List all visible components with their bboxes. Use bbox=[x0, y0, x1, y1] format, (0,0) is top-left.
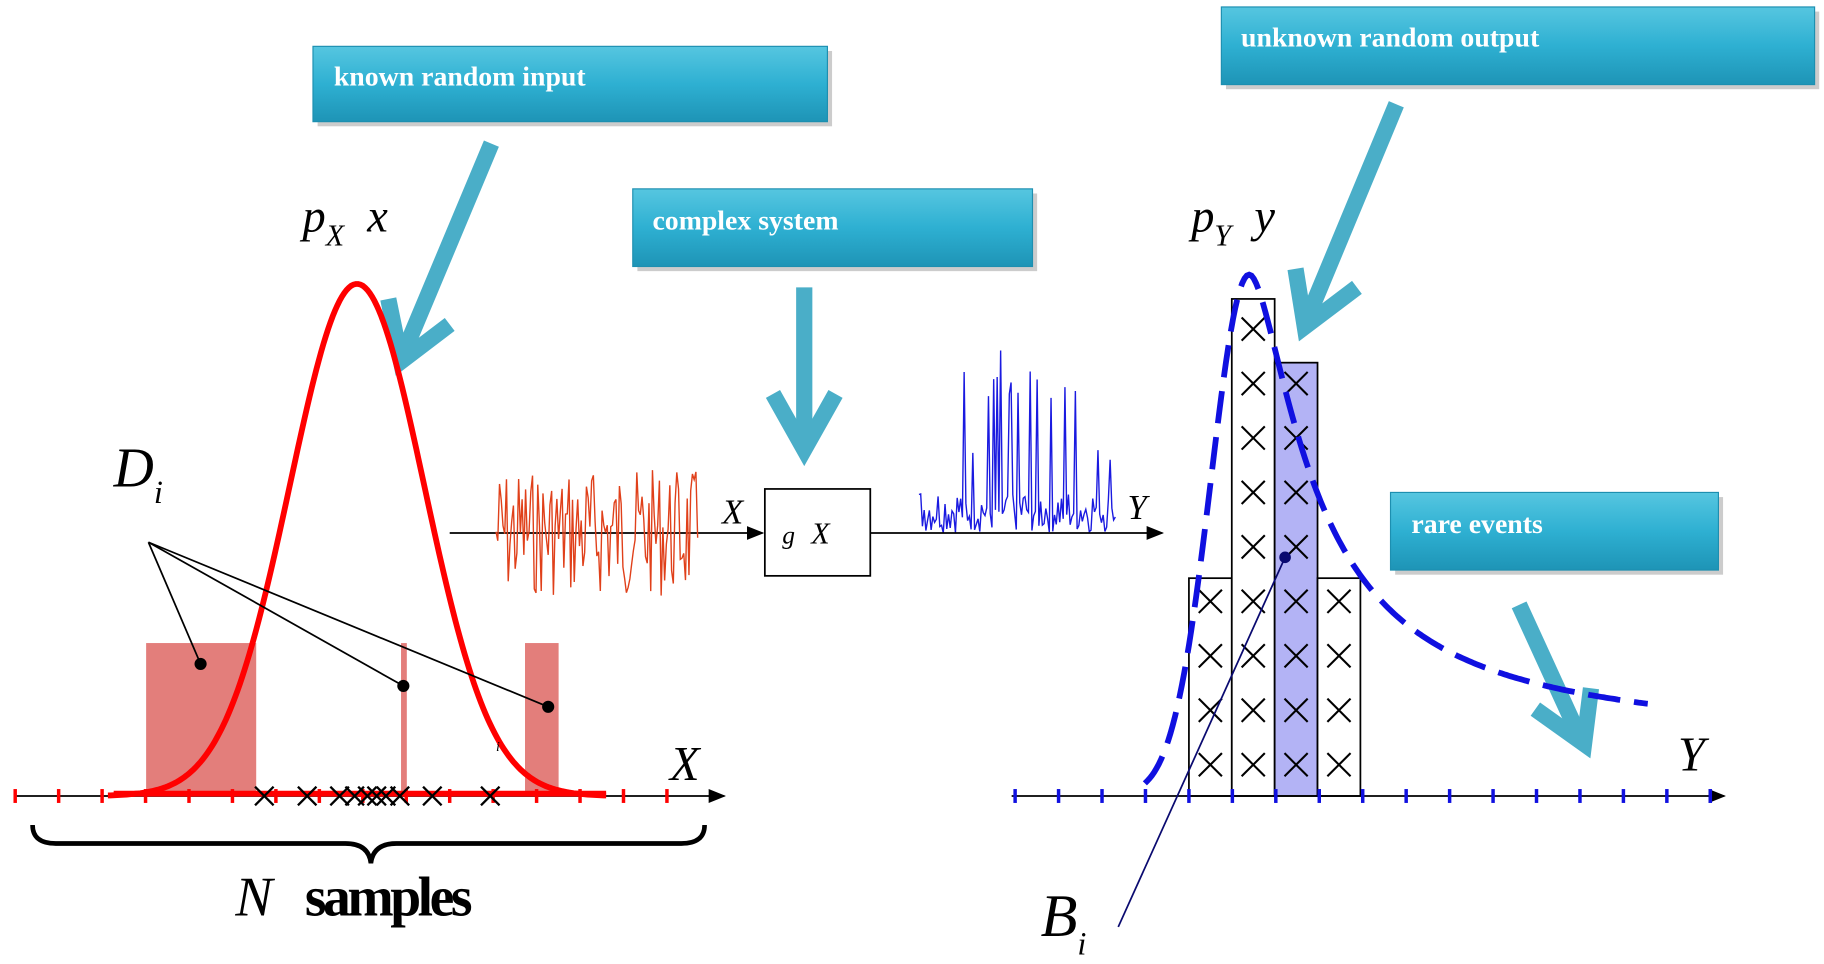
cross bbox=[389, 785, 410, 807]
cross bbox=[1326, 752, 1352, 778]
cross bbox=[1240, 371, 1266, 396]
callout-text: known random input bbox=[334, 62, 587, 93]
cross bbox=[366, 785, 387, 807]
cross bbox=[1326, 589, 1352, 614]
cross bbox=[1326, 697, 1352, 723]
cross bbox=[1240, 752, 1266, 778]
histogram bbox=[1188, 298, 1362, 797]
function: g bbox=[782, 520, 795, 549]
callout: rare events bbox=[1389, 491, 1724, 575]
cross bbox=[1326, 643, 1352, 669]
cross bbox=[1198, 752, 1223, 778]
bin bbox=[1273, 361, 1319, 797]
domain bbox=[525, 643, 559, 796]
input-domains bbox=[146, 643, 559, 796]
subscript: i bbox=[1077, 927, 1086, 963]
input-pdf-label: pX x bbox=[300, 192, 389, 253]
output-samples bbox=[1198, 316, 1352, 778]
input-samples bbox=[254, 785, 501, 807]
arrow bbox=[1297, 101, 1404, 328]
subscript: Y bbox=[1214, 219, 1234, 253]
cross bbox=[422, 785, 443, 807]
cross bbox=[480, 785, 501, 807]
symbol: D bbox=[113, 438, 154, 500]
brace bbox=[30, 824, 707, 864]
cross bbox=[1198, 643, 1223, 669]
bin-label: Bi bbox=[1041, 883, 1087, 963]
output-ticks bbox=[1013, 789, 1713, 803]
domain-label: Di bbox=[113, 438, 163, 511]
bin-pointer-dot bbox=[1279, 551, 1291, 564]
cross bbox=[1283, 480, 1309, 505]
input-signal bbox=[495, 470, 699, 596]
bin bbox=[1316, 577, 1362, 797]
callout-text: rare events bbox=[1411, 509, 1543, 540]
cross bbox=[254, 785, 275, 807]
arrow-head bbox=[1287, 267, 1362, 342]
callout-text: unknown random output bbox=[1241, 22, 1540, 53]
callout: unknown random output bbox=[1220, 6, 1820, 90]
bin-pointer bbox=[1117, 556, 1286, 928]
callout: known random input bbox=[312, 45, 833, 127]
domain bbox=[401, 643, 407, 796]
axis-label: Y bbox=[1678, 728, 1710, 782]
cross bbox=[1240, 643, 1266, 669]
subscript: X bbox=[325, 219, 346, 253]
arrow-head bbox=[765, 389, 843, 467]
cross bbox=[1240, 425, 1266, 451]
argument: x bbox=[366, 192, 388, 243]
cross bbox=[329, 785, 350, 807]
signal-label: Y bbox=[1128, 488, 1151, 527]
output-signal bbox=[918, 350, 1116, 534]
cross bbox=[1240, 589, 1266, 614]
callout-text: complex system bbox=[652, 205, 838, 236]
cross bbox=[1283, 752, 1309, 778]
cross bbox=[1283, 643, 1309, 669]
cross bbox=[1198, 697, 1223, 723]
cross bbox=[1283, 589, 1309, 614]
cross bbox=[1240, 697, 1266, 723]
word: samples bbox=[305, 866, 472, 928]
input-pdf-curve bbox=[107, 281, 607, 799]
bin bbox=[1188, 577, 1233, 797]
cross bbox=[1240, 534, 1266, 560]
arrow bbox=[393, 140, 499, 363]
cross bbox=[1283, 697, 1309, 723]
index-label: i bbox=[496, 740, 500, 755]
callout-arrows bbox=[380, 101, 1600, 759]
cross bbox=[1240, 316, 1266, 342]
arrow bbox=[1511, 601, 1590, 745]
cross bbox=[1240, 480, 1266, 505]
argument: X bbox=[810, 516, 831, 550]
cross bbox=[357, 785, 378, 807]
symbol: p bbox=[1188, 192, 1214, 243]
cross bbox=[1198, 589, 1223, 614]
symbol: B bbox=[1041, 883, 1078, 950]
output-pdf-label: pY y bbox=[1188, 192, 1275, 253]
axis-label: X bbox=[668, 737, 702, 791]
arrow-head bbox=[1530, 687, 1600, 759]
system-box bbox=[763, 488, 872, 577]
symbol: p bbox=[300, 192, 326, 243]
domain-pointers bbox=[147, 541, 555, 713]
callout: complex system bbox=[632, 188, 1038, 272]
output-pdf-curve bbox=[1142, 271, 1649, 786]
argument: y bbox=[1250, 192, 1275, 243]
arrow-head bbox=[380, 297, 455, 376]
cross bbox=[297, 785, 318, 807]
symbol: N bbox=[234, 866, 275, 928]
bin bbox=[1230, 298, 1276, 797]
subscript: i bbox=[154, 475, 163, 511]
signal-label: X bbox=[720, 493, 745, 532]
